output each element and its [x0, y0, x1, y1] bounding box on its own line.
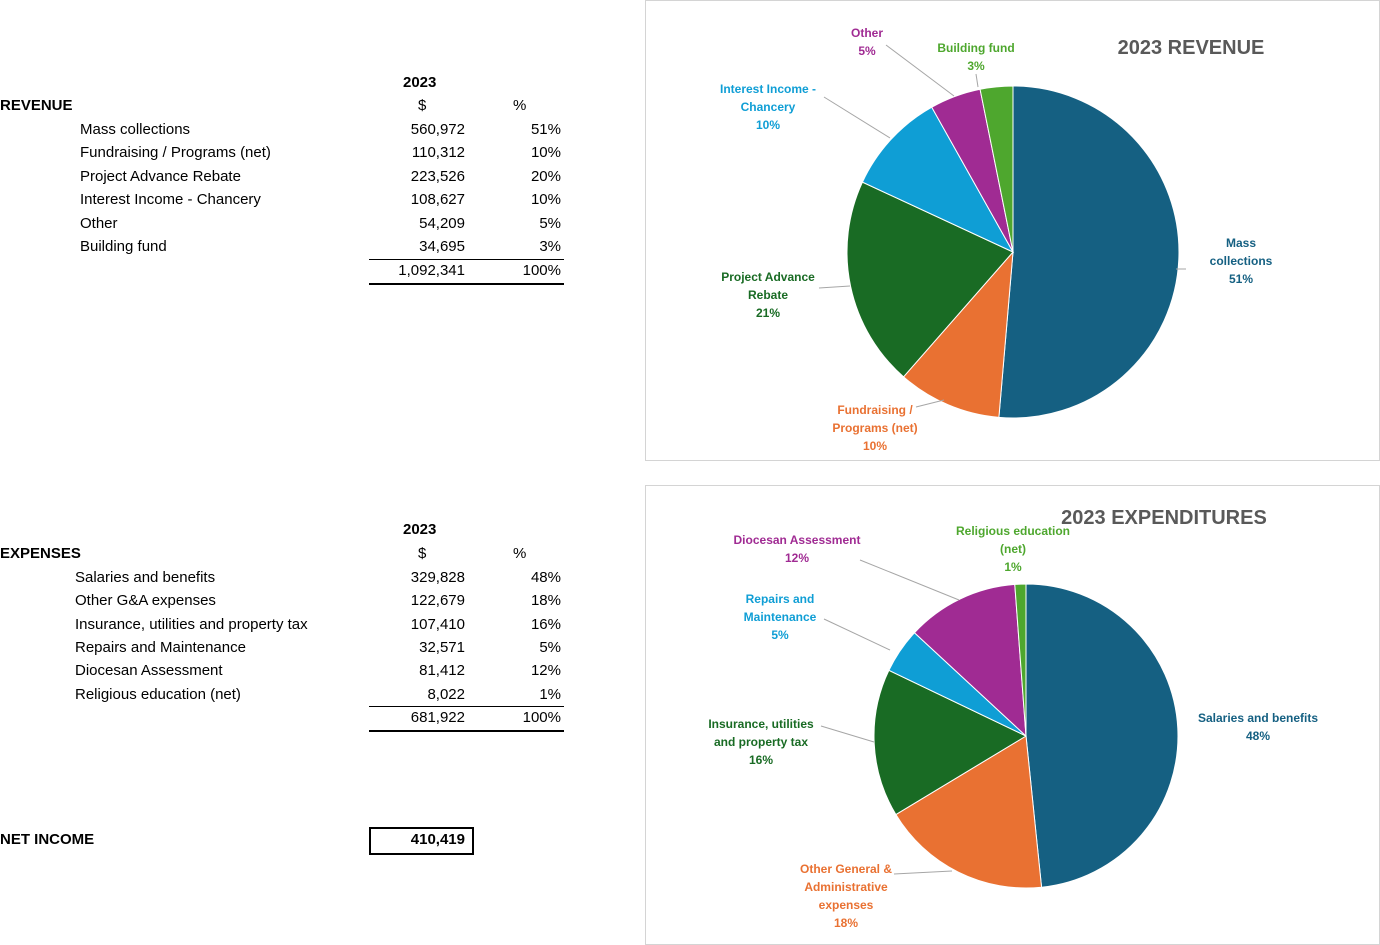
pie-slice	[979, 85, 1014, 253]
row-amount: 560,972	[410, 121, 465, 138]
row-label: Religious education (net)	[75, 686, 241, 703]
total-amount: 681,922	[410, 709, 465, 726]
leader-line	[893, 870, 953, 875]
chart-title: 2023 EXPENDITURES	[1061, 507, 1267, 529]
revenue-amount-header: $	[418, 97, 427, 114]
row-percent: 3%	[539, 238, 561, 255]
row-amount: 223,526	[410, 168, 465, 185]
row-label: Salaries and benefits	[75, 569, 216, 586]
slice-label: Fundraising / Programs (net) 10%	[832, 403, 917, 453]
pie-slice	[902, 250, 1014, 418]
pie-slice	[998, 85, 1180, 419]
leader-line	[885, 44, 955, 97]
leader-line	[820, 725, 875, 743]
pie-slice	[846, 181, 1014, 378]
row-label: Insurance, utilities and property tax	[75, 616, 308, 633]
revenue-section-label: REVENUE	[0, 97, 73, 114]
expense-section-label: EXPENSES	[0, 545, 81, 562]
row-amount: 8,022	[427, 686, 465, 703]
expense-amount-header: $	[418, 545, 427, 562]
row-percent: 18%	[530, 592, 561, 609]
subtotal-rule	[369, 259, 564, 260]
row-amount: 110,312	[411, 144, 465, 161]
leader-line	[823, 618, 891, 651]
row-amount: 54,209	[419, 215, 465, 232]
row-label: Project Advance Rebate	[80, 168, 241, 185]
leader-line	[975, 73, 979, 88]
row-label: Mass collections	[80, 121, 191, 138]
row-percent: 10%	[530, 144, 561, 161]
slice-label: Religious education (net) 1%	[956, 524, 1070, 574]
row-percent: 48%	[530, 569, 561, 586]
row-amount: 108,627	[410, 191, 465, 208]
row-amount: 107,410	[410, 616, 465, 633]
row-label: Other G&A expenses	[75, 592, 216, 609]
leader-line	[823, 96, 891, 139]
slice-label: Other 5%	[851, 26, 883, 58]
revenue-percent-header: %	[513, 97, 527, 114]
total-rule	[369, 283, 564, 285]
chart-title: 2023 REVENUE	[1118, 37, 1265, 59]
row-percent: 5%	[539, 639, 561, 656]
expenditure-pie-svg: Salaries and benefits 48% Other General & A…	[708, 507, 1318, 930]
pie-slice	[913, 583, 1027, 738]
total-percent: 100%	[522, 709, 561, 726]
slice-label: Interest Income -Chancery 10%	[720, 82, 816, 132]
pie-slice	[1014, 583, 1027, 737]
row-percent: 12%	[530, 662, 561, 679]
total-rule	[369, 730, 564, 732]
row-label: Fundraising / Programs (net)	[80, 144, 271, 161]
row-label: Diocesan Assessment	[75, 662, 223, 679]
slice-label: Other General & Administrative expenses 18%	[800, 862, 892, 930]
revenue-pie-svg: Mass collections 51% Fundraising / Programs …	[720, 26, 1273, 453]
row-percent: 5%	[539, 215, 561, 232]
row-amount: 329,828	[410, 569, 465, 586]
slice-label: Diocesan Assessment 12%	[734, 533, 861, 565]
total-percent: 100%	[522, 262, 561, 279]
slice-label: Project Advance Rebate 21%	[721, 270, 815, 320]
slice-label: Repairs and Maintenance 5%	[744, 592, 817, 642]
pie-slice	[1025, 583, 1179, 888]
row-label: Other	[80, 215, 118, 232]
expenditure-chart: Salaries and benefits 48% Other General & A…	[645, 485, 1380, 945]
row-label: Interest Income - Chancery	[80, 191, 261, 208]
slice-label: Insurance, utilities and property tax 16%	[708, 717, 814, 767]
row-percent: 10%	[530, 191, 561, 208]
net-income-label: NET INCOME	[0, 831, 95, 848]
slice-label: Salaries and benefits 48%	[1198, 711, 1318, 743]
row-percent: 1%	[539, 686, 561, 703]
revenue-chart: Mass collections 51% Fundraising / Programs …	[645, 0, 1380, 461]
leader-line	[915, 399, 945, 408]
row-percent: 20%	[530, 168, 561, 185]
slice-label: Mass collections 51%	[1210, 236, 1273, 286]
pie-slice	[873, 669, 1028, 816]
pie-slice	[861, 106, 1015, 254]
row-amount: 81,412	[419, 662, 465, 679]
row-percent: 51%	[530, 121, 561, 138]
row-label: Repairs and Maintenance	[75, 639, 246, 656]
subtotal-rule	[369, 706, 564, 707]
pie-slice	[895, 735, 1043, 889]
expense-year-header: 2023	[403, 521, 437, 538]
leader-line	[859, 559, 960, 601]
leader-line	[818, 285, 851, 289]
net-income-value: 410,419	[410, 831, 465, 848]
slice-label: Building fund 3%	[937, 41, 1014, 73]
row-amount: 32,571	[419, 639, 465, 656]
net-income-box	[369, 827, 474, 855]
row-amount: 122,679	[410, 592, 465, 609]
total-amount: 1,092,341	[398, 262, 465, 279]
row-percent: 16%	[530, 616, 561, 633]
row-amount: 34,695	[419, 238, 465, 255]
revenue-year-header: 2023	[403, 74, 437, 91]
row-label: Building fund	[80, 238, 167, 255]
expense-percent-header: %	[513, 545, 527, 562]
